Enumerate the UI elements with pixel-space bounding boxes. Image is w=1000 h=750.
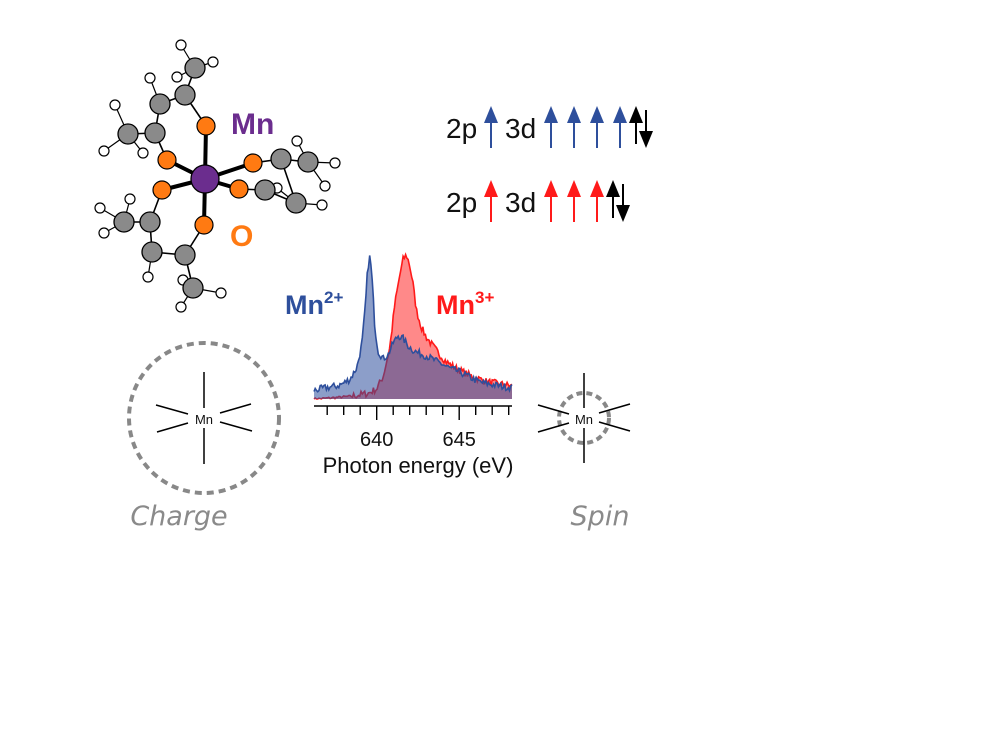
metal-label: Mn: [231, 108, 274, 141]
spectrum-areas: [313, 252, 513, 400]
spectrum-area-mn3: [314, 254, 512, 399]
mn2-pair-down-arrow: [639, 110, 653, 148]
mn3-pair-up-arrow: [606, 180, 620, 218]
config-mn2-core-label: 2p: [446, 113, 477, 144]
spin-icon: Mn Spin: [537, 373, 631, 532]
tick-label-640: 640: [360, 429, 393, 451]
oxygen-atoms: [152, 116, 263, 235]
mn2-2p-up-arrow: [484, 106, 498, 148]
x-axis-label: Photon energy (eV): [323, 453, 514, 478]
mn2-3d-up-arrow-3: [590, 106, 604, 148]
mn2-3d-up-arrow-1: [544, 106, 558, 148]
charge-icon: Mn Charge: [127, 341, 281, 532]
carbon-atoms: [113, 57, 319, 299]
config-mn2-valence-label: 3d: [505, 113, 536, 144]
config-mn2-arrows: [484, 106, 653, 148]
mn3-3d-up-arrow-1: [544, 180, 558, 222]
spin-icon-mn-label: Mn: [575, 412, 593, 427]
legend-mn2-charge: 2+: [324, 288, 343, 307]
spin-cloud-circle: [557, 391, 611, 445]
charge-ligand-lines: [155, 372, 253, 464]
mn3-3d-up-arrow-2: [567, 180, 581, 222]
x-axis-ticks: [326, 406, 510, 420]
config-mn2: 2p 3d: [446, 106, 653, 148]
charge-cloud-circle: [127, 341, 281, 495]
oxygen-label: O: [230, 220, 253, 253]
spectrum-area-mn2: [314, 255, 512, 399]
legend-mn3-charge: 3+: [475, 288, 494, 307]
manganese-atom: [190, 164, 220, 194]
mn2-3d-up-arrow-2: [567, 106, 581, 148]
mn3-pair-down-arrow: [616, 184, 630, 222]
spin-ligand-lines: [537, 373, 631, 463]
mn3-3d-up-arrow-3: [590, 180, 604, 222]
hydrogen-atoms: [94, 39, 341, 313]
config-mn3-core-label: 2p: [446, 187, 477, 218]
mn2-3d-up-arrow-4: [613, 106, 627, 148]
legend-mn3-base: Mn: [436, 290, 475, 320]
caption-spin: Spin: [571, 501, 630, 532]
mn2-pair-up-arrow: [629, 106, 643, 144]
spectrum-line-mn2: [313, 255, 513, 394]
molecule-structure: Mn O: [94, 39, 341, 313]
mn3-2p-up-arrow: [484, 180, 498, 222]
legend-mn2-base: Mn: [285, 290, 324, 320]
legend-mn2: Mn2+: [285, 288, 343, 320]
config-mn3-valence-label: 3d: [505, 187, 536, 218]
charge-icon-mn-label: Mn: [195, 412, 213, 427]
spectrum-chart: 640 645 Photon energy (eV) Mn2+ Mn3+: [285, 252, 514, 478]
config-mn3: 2p 3d: [446, 180, 630, 222]
config-mn3-arrows: [484, 180, 630, 222]
tick-label-645: 645: [443, 429, 476, 451]
legend-mn3: Mn3+: [436, 288, 494, 320]
caption-charge: Charge: [130, 501, 227, 532]
